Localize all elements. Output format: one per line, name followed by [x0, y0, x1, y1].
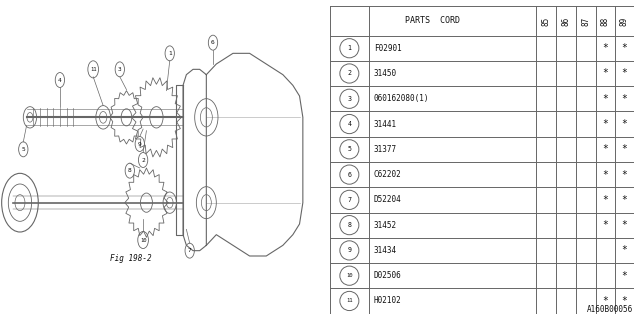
Text: 7: 7: [348, 197, 351, 203]
Text: *: *: [602, 43, 609, 53]
Text: 3: 3: [118, 67, 122, 72]
Text: *: *: [602, 68, 609, 78]
Text: 1: 1: [168, 51, 172, 56]
Text: 4: 4: [348, 121, 351, 127]
Text: 31434: 31434: [374, 246, 397, 255]
Text: 1: 1: [348, 45, 351, 51]
Text: 4: 4: [58, 77, 62, 83]
Text: H02102: H02102: [374, 296, 401, 306]
Text: *: *: [602, 119, 609, 129]
Text: 88: 88: [601, 16, 610, 26]
Text: *: *: [602, 296, 609, 306]
Text: *: *: [602, 170, 609, 180]
Text: *: *: [621, 144, 627, 154]
Text: 31450: 31450: [374, 69, 397, 78]
Text: 9: 9: [348, 247, 351, 253]
Text: 11: 11: [90, 67, 97, 72]
Text: 89: 89: [620, 16, 629, 26]
Text: 2: 2: [348, 70, 351, 76]
Text: *: *: [621, 94, 627, 104]
Text: *: *: [621, 170, 627, 180]
Text: 31377: 31377: [374, 145, 397, 154]
Text: Fig 198-2: Fig 198-2: [110, 254, 152, 263]
Text: *: *: [602, 195, 609, 205]
Text: 86: 86: [561, 16, 570, 26]
Text: *: *: [602, 94, 609, 104]
Text: *: *: [621, 245, 627, 255]
Text: D02506: D02506: [374, 271, 401, 280]
Text: 10: 10: [346, 273, 353, 278]
Text: 31441: 31441: [374, 120, 397, 129]
Text: 11: 11: [346, 299, 353, 303]
Text: 6: 6: [211, 40, 215, 45]
Text: *: *: [621, 43, 627, 53]
Text: 31452: 31452: [374, 221, 397, 230]
Text: 10: 10: [140, 237, 147, 243]
Text: 5: 5: [21, 147, 25, 152]
Text: C62202: C62202: [374, 170, 401, 179]
Text: *: *: [621, 195, 627, 205]
Text: A160B00056: A160B00056: [588, 305, 634, 314]
Text: 3: 3: [348, 96, 351, 102]
Text: 8: 8: [128, 168, 132, 173]
Text: *: *: [621, 119, 627, 129]
Text: F02901: F02901: [374, 44, 401, 53]
Text: 5: 5: [348, 146, 351, 152]
Text: 7: 7: [188, 248, 191, 253]
Text: D52204: D52204: [374, 196, 401, 204]
Text: PARTS  CORD: PARTS CORD: [406, 17, 460, 26]
Text: *: *: [621, 296, 627, 306]
Text: *: *: [602, 144, 609, 154]
Text: 2: 2: [141, 157, 145, 163]
Text: 87: 87: [581, 16, 590, 26]
Text: 060162080(1): 060162080(1): [374, 94, 429, 103]
Text: *: *: [621, 220, 627, 230]
Text: *: *: [602, 220, 609, 230]
Text: 9: 9: [138, 141, 141, 147]
Text: 6: 6: [348, 172, 351, 178]
Text: *: *: [621, 271, 627, 281]
Text: 85: 85: [541, 16, 550, 26]
Text: 8: 8: [348, 222, 351, 228]
Text: *: *: [621, 68, 627, 78]
